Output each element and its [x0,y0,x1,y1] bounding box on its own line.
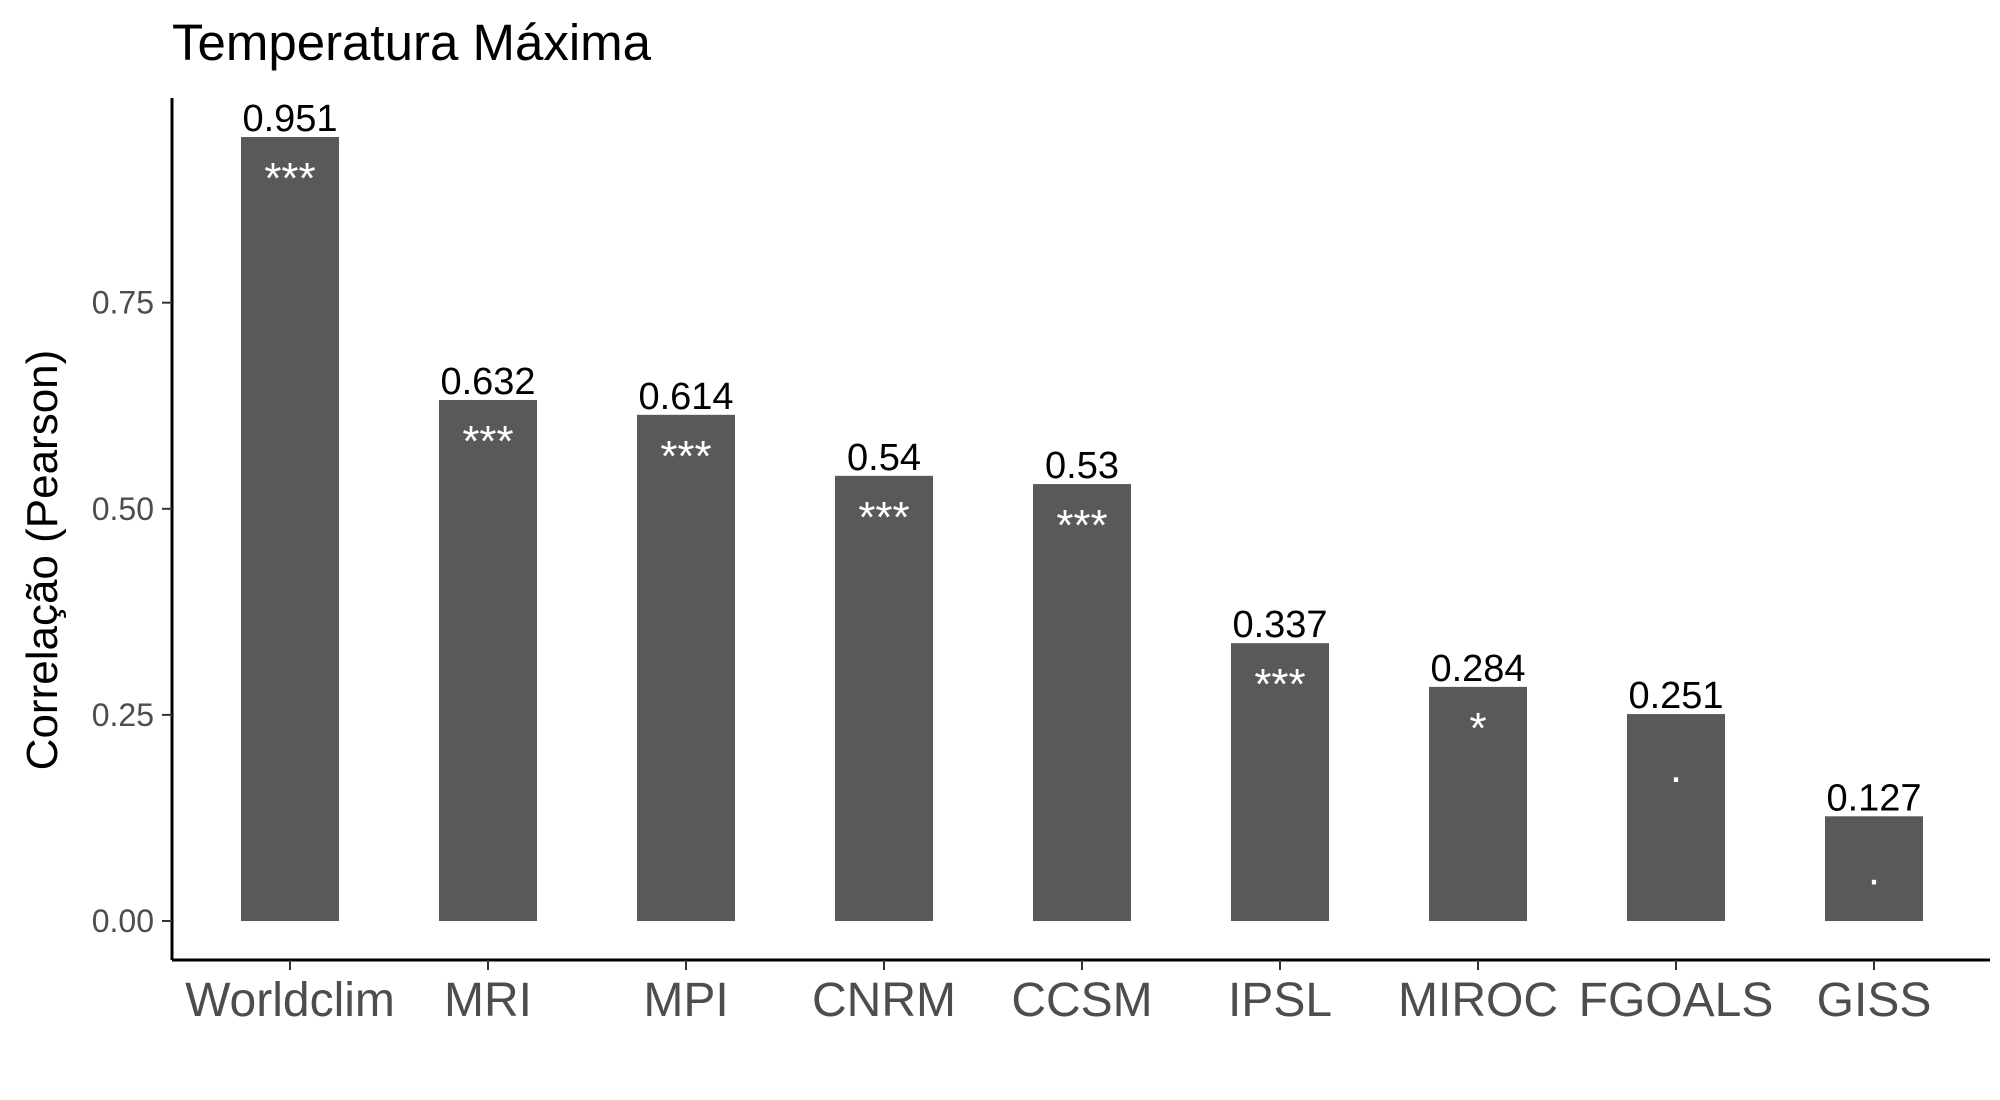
bar [1825,816,1923,921]
bar [835,475,933,921]
value-label: 0.614 [638,376,733,418]
bar [637,414,735,921]
significance-label: *** [1254,660,1305,709]
significance-label: . [1670,743,1682,792]
x-tick-label: MPI [643,974,728,1027]
bar [1231,643,1329,921]
value-label: 0.284 [1430,648,1525,690]
x-tick-label: CCSM [1011,974,1152,1027]
significance-label: *** [660,432,711,481]
x-tick-label: GISS [1817,974,1932,1027]
x-tick-label: MRI [444,974,532,1027]
x-tick-label: Worldclim [185,974,395,1027]
y-tick-label: 0.25 [92,697,154,733]
x-tick-label: FGOALS [1579,974,1774,1027]
significance-label: *** [858,493,909,542]
y-tick-label: 0.50 [92,491,154,527]
value-label: 0.53 [1045,445,1119,487]
bar [1627,714,1725,921]
chart-title: Temperatura Máxima [172,14,652,71]
x-tick-label: IPSL [1228,974,1332,1027]
bar [439,399,537,921]
x-tick-label: MIROC [1398,974,1558,1027]
bar [1429,686,1527,921]
bar [241,137,339,921]
value-label: 0.54 [847,437,921,479]
value-label: 0.951 [242,98,337,140]
y-axis-label: Correlação (Pearson) [18,350,67,771]
x-axis: Worldclim MRI MPI CNRM CCSM IPSL MIROC FGOALS GI… [172,958,1990,1027]
bars: 0.951 *** 0.632 *** 0.614 *** 0.54 *** 0.53 *** 0.… [241,98,1923,921]
value-label: 0.251 [1628,675,1723,717]
y-axis: 0.00 0.25 0.50 0.75 [92,98,174,960]
value-label: 0.337 [1232,604,1327,646]
value-label: 0.127 [1826,777,1921,819]
y-tick-label: 0.00 [92,903,154,939]
y-tick-label: 0.75 [92,285,154,321]
significance-label: * [1469,704,1486,753]
bar [1033,484,1131,921]
value-label: 0.632 [440,361,535,403]
significance-label: *** [264,154,315,203]
significance-label: . [1868,845,1880,894]
x-tick-label: CNRM [812,974,956,1027]
significance-label: *** [462,417,513,466]
significance-label: *** [1056,501,1107,550]
